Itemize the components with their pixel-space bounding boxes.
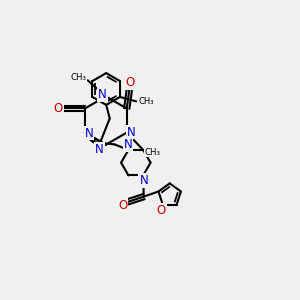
Text: N: N xyxy=(85,127,93,140)
Text: N: N xyxy=(95,143,104,156)
Text: O: O xyxy=(157,204,166,217)
Text: O: O xyxy=(54,102,63,115)
Text: N: N xyxy=(98,88,107,101)
Text: CH₃: CH₃ xyxy=(145,148,161,157)
Text: O: O xyxy=(118,199,127,212)
Text: CH₃: CH₃ xyxy=(138,97,154,106)
Text: CH₃: CH₃ xyxy=(70,74,86,82)
Text: N: N xyxy=(127,125,135,139)
Text: O: O xyxy=(125,76,134,89)
Text: N: N xyxy=(124,138,132,152)
Text: N: N xyxy=(140,174,148,187)
